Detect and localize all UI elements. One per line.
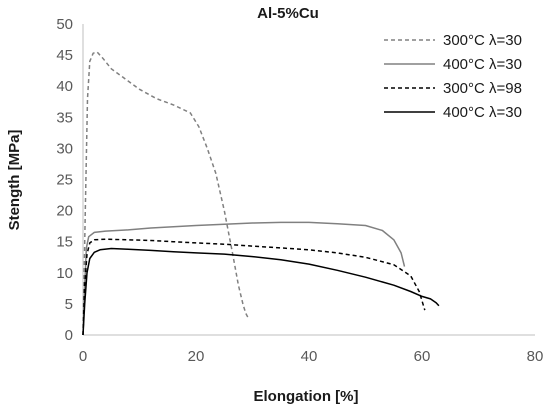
y-tick-label-5: 5	[65, 296, 73, 313]
x-tick-label-0: 0	[79, 348, 87, 365]
y-tick-label-0: 0	[65, 327, 73, 344]
x-axis-title: Elongation [%]	[254, 388, 359, 405]
y-axis-ticks: 0 5 10 15 20 25 30 35 40 45 50	[56, 16, 73, 344]
legend-label-4: 400°C λ=30	[443, 104, 522, 121]
x-tick-label-20: 20	[188, 348, 205, 365]
series-line-3	[82, 238, 426, 336]
series-layer	[82, 51, 440, 336]
y-tick-label-20: 20	[56, 203, 73, 220]
y-tick-label-15: 15	[56, 234, 73, 251]
legend: 300°C λ=30 400°C λ=30 300°C λ=98 400°C λ=30	[384, 32, 522, 121]
x-axis-ticks: 0 20 40 60 80	[79, 348, 544, 365]
series-line-4	[82, 247, 440, 336]
y-tick-label-45: 45	[56, 47, 73, 64]
legend-label-1: 300°C λ=30	[443, 32, 522, 49]
y-axis-title: Stength [MPa]	[6, 130, 23, 231]
series-line-1	[82, 51, 249, 336]
series-line-2	[82, 221, 406, 336]
y-tick-label-35: 35	[56, 109, 73, 126]
x-tick-label-60: 60	[414, 348, 431, 365]
x-tick-label-40: 40	[301, 348, 318, 365]
x-tick-label-80: 80	[527, 348, 544, 365]
y-tick-label-40: 40	[56, 78, 73, 95]
legend-label-2: 400°C λ=30	[443, 56, 522, 73]
y-tick-label-10: 10	[56, 265, 73, 282]
y-tick-label-25: 25	[56, 172, 73, 189]
y-tick-label-50: 50	[56, 16, 73, 33]
legend-label-3: 300°C λ=98	[443, 80, 522, 97]
chart-title: Al-5%Cu	[257, 5, 319, 22]
y-tick-label-30: 30	[56, 140, 73, 157]
